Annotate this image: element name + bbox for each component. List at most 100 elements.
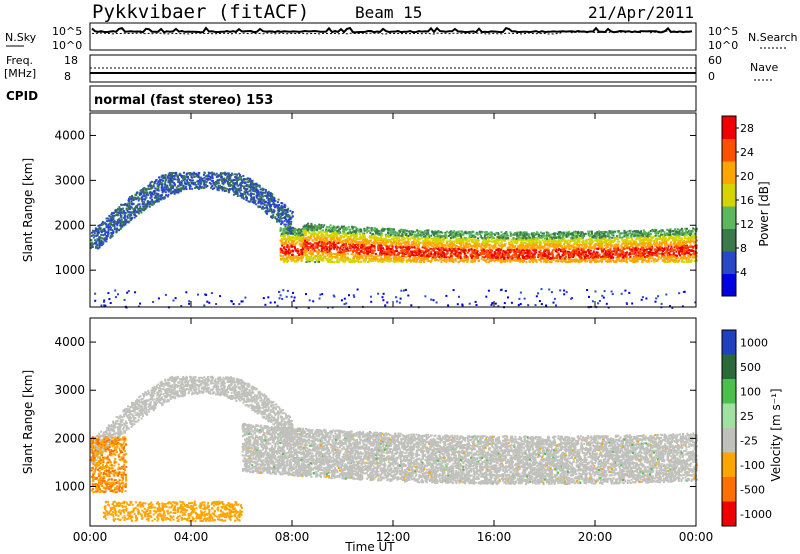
echo-cell <box>495 257 498 260</box>
echo-cell <box>425 232 428 234</box>
cpid-value: normal (fast stereo) 153 <box>94 93 273 108</box>
echo-cell <box>663 254 666 257</box>
echo-cell <box>456 245 458 247</box>
echo-cell <box>559 248 562 251</box>
echo-cell <box>538 246 541 249</box>
echo-cell <box>570 238 573 241</box>
echo-cell <box>496 251 499 254</box>
echo-cell <box>656 253 659 256</box>
echo-cell <box>399 246 402 249</box>
echo-cell <box>555 254 558 257</box>
echo-cell <box>312 243 315 246</box>
echo-cell <box>625 256 628 259</box>
echo-cell <box>419 241 422 244</box>
echo-cell <box>637 251 640 254</box>
echo-cell <box>444 244 447 247</box>
echo-cell <box>670 249 673 252</box>
echo-cell <box>691 255 694 258</box>
echo-cell <box>342 257 345 260</box>
echo-cell <box>638 257 640 260</box>
echo-cell <box>650 248 653 251</box>
echo-cell <box>350 253 353 256</box>
echo-cell <box>317 249 320 252</box>
echo-cell <box>331 229 334 232</box>
echo-cell <box>662 259 665 262</box>
echo-cell <box>445 240 448 243</box>
echo-cell <box>688 255 691 258</box>
echo-cell <box>355 252 358 255</box>
echo-cell <box>635 242 638 245</box>
echo-cell <box>639 240 642 243</box>
echo-cell <box>318 254 321 257</box>
echo-cell <box>366 254 369 257</box>
echo-cell <box>590 254 593 257</box>
echo-cell <box>463 236 466 239</box>
echo-cell <box>486 235 489 238</box>
echo-cell <box>298 252 301 255</box>
echo-cell <box>642 252 645 255</box>
echo-cell <box>616 238 619 241</box>
echo-cell <box>302 237 305 240</box>
echo-cell <box>576 236 579 239</box>
echo-cell <box>301 251 304 254</box>
echo-cell <box>676 257 679 260</box>
echo-cell <box>542 247 545 250</box>
echo-cell <box>489 250 492 252</box>
echo-cell <box>456 253 459 256</box>
echo-cell <box>649 249 652 252</box>
echo-cell <box>343 234 346 237</box>
echo-cell <box>641 249 644 251</box>
echo-cell <box>338 258 341 261</box>
echo-cell <box>518 260 521 263</box>
echo-cell <box>487 253 490 256</box>
echo-cell <box>366 239 369 242</box>
echo-cell <box>287 236 290 239</box>
echo-cell <box>689 235 692 238</box>
echo-cell <box>673 256 676 259</box>
echo-cell <box>413 234 416 237</box>
echo-cell <box>547 234 550 237</box>
echo-cell <box>545 236 548 238</box>
echo-cell <box>474 238 477 241</box>
echo-cell <box>586 245 588 248</box>
echo-cell <box>548 243 551 246</box>
echo-cell <box>396 252 399 255</box>
echo-cell <box>651 230 654 233</box>
echo-cell <box>625 235 628 238</box>
echo-cell <box>655 240 658 243</box>
echo-cell <box>412 251 415 254</box>
echo-cell <box>652 251 655 254</box>
echo-cell <box>663 257 666 260</box>
echo-cell <box>404 243 407 246</box>
echo-cell <box>318 231 321 234</box>
echo-cell <box>336 229 339 232</box>
echo-cell <box>448 258 451 261</box>
echo-cell <box>389 239 392 242</box>
echo-cell <box>395 234 398 237</box>
echo-cell <box>481 256 484 258</box>
echo-cell <box>384 239 387 242</box>
echo-cell <box>665 233 668 236</box>
echo-cell <box>526 236 529 239</box>
echo-cell <box>683 237 686 240</box>
echo-cell <box>582 258 585 261</box>
echo-cell <box>366 226 369 229</box>
echo-cell <box>368 242 371 244</box>
echo-cell <box>618 260 621 263</box>
echo-cell <box>651 254 654 257</box>
echo-cell <box>626 251 628 254</box>
echo-cell <box>326 232 329 235</box>
echo-cell <box>437 253 440 256</box>
echo-cell <box>589 246 592 249</box>
echo-cell <box>438 257 441 259</box>
echo-cell <box>677 241 680 244</box>
echo-cell <box>405 256 408 259</box>
echo-cell <box>339 245 342 248</box>
echo-cell <box>654 228 657 231</box>
echo-cell <box>649 257 652 260</box>
echo-cell <box>687 233 690 236</box>
echo-cell <box>448 247 451 250</box>
echo-cell <box>561 234 564 237</box>
echo-cell <box>615 247 617 250</box>
echo-cell <box>530 246 533 249</box>
